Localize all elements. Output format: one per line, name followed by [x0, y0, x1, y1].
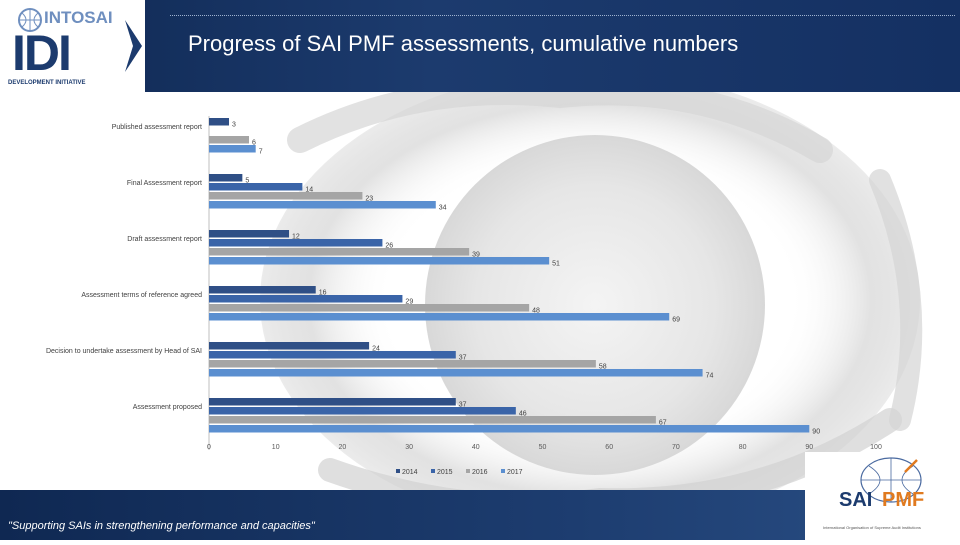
data-label: 26: [385, 243, 393, 250]
category-label: Assessment terms of reference agreed: [81, 292, 202, 299]
bar-2014: [209, 342, 370, 350]
data-label: 69: [672, 317, 680, 324]
category-label: Published assessment report: [112, 124, 202, 131]
data-label: 6: [252, 140, 256, 147]
x-tick-labels: 0 10 20 30 40 50 60 70 80 90 100: [207, 444, 882, 451]
data-label: 74: [706, 373, 714, 380]
bar-2016: [209, 360, 596, 368]
data-label: 48: [532, 308, 540, 315]
bar-2015: [209, 183, 303, 191]
category-label: Draft assessment report: [127, 236, 202, 243]
x-tick-label: 0: [207, 444, 211, 451]
logo-caption: International Organisation of Supreme Au…: [823, 525, 921, 530]
sai-text: SAI: [839, 489, 873, 511]
bar-2016: [209, 416, 656, 424]
data-label: 29: [405, 299, 413, 306]
data-label: 12: [292, 234, 300, 241]
data-label: 46: [519, 411, 527, 418]
x-tick-label: 30: [405, 444, 413, 451]
legend-label: 2015: [437, 469, 453, 476]
data-label: 67: [659, 420, 667, 427]
bar-2015: [209, 295, 403, 303]
data-label: 90: [812, 429, 820, 436]
x-tick-label: 50: [539, 444, 547, 451]
x-tick-label: 10: [272, 444, 280, 451]
header-dotted-line: [170, 15, 955, 16]
x-tick-label: 20: [339, 444, 347, 451]
data-label: 34: [439, 205, 447, 212]
data-label: 51: [552, 261, 560, 268]
bar-2016: [209, 136, 250, 144]
x-tick-label: 80: [739, 444, 747, 451]
bar-2015: [209, 239, 383, 247]
data-label: 24: [372, 346, 380, 353]
category-label: Decision to undertake assessment by Head…: [46, 348, 202, 355]
x-tick-label: 100: [870, 444, 882, 451]
bar-2017: [209, 313, 670, 321]
value-labels: 3 67 5 14 23 34 12 26 39 51 16 29 48 69 24 37 58 74 37 46 67…: [232, 122, 820, 436]
category-labels: Published assessment report Final Assessm…: [46, 124, 202, 411]
data-label: 16: [319, 290, 327, 297]
chart-legend: 2014 2015 2016 2017: [396, 469, 523, 476]
bar-2014: [209, 118, 230, 126]
bar-2014: [209, 230, 290, 238]
category-label: Final Assessment report: [127, 180, 202, 187]
x-tick-label: 90: [805, 444, 813, 451]
chevron-icon: [125, 20, 142, 72]
logo-panel: INTOSAI IDI DEVELOPMENT INITIATIVE: [0, 0, 145, 92]
x-tick-label: 60: [605, 444, 613, 451]
data-label: 7: [259, 149, 263, 156]
bar-2017: [209, 425, 810, 433]
logo-main-text: IDI: [12, 25, 72, 81]
legend-label: 2016: [472, 469, 488, 476]
bar-2014: [209, 286, 316, 294]
bar-2017: [209, 145, 256, 153]
logo-sub-text: DEVELOPMENT INITIATIVE: [8, 80, 86, 86]
x-tick-label: 40: [472, 444, 480, 451]
bar-2015: [209, 351, 456, 359]
data-label: 37: [459, 355, 467, 362]
bar-2017: [209, 257, 550, 265]
data-label: 23: [365, 196, 373, 203]
legend-swatch-2014: [396, 469, 400, 473]
sai-pmf-logo: [860, 457, 922, 503]
legend-swatch-2017: [501, 469, 505, 473]
slide-footer: [0, 490, 960, 540]
logo-top-text: INTOSAI: [44, 8, 113, 27]
slogan-text: "Supporting SAIs in strengthening perfor…: [8, 520, 315, 532]
bar-2017: [209, 369, 703, 377]
bar-2016: [209, 304, 530, 312]
data-label: 37: [459, 402, 467, 409]
sai-pmf-logo-panel: SAI PMF International Organisation of Su…: [805, 452, 960, 540]
bars: [209, 118, 810, 433]
idi-logo: [18, 8, 142, 72]
bar-2014: [209, 174, 243, 182]
data-label: 3: [232, 122, 236, 129]
legend-label: 2017: [507, 469, 523, 476]
bar-2016: [209, 192, 363, 200]
data-label: 14: [305, 187, 313, 194]
page-title: Progress of SAI PMF assessments, cumulat…: [188, 31, 739, 56]
data-label: 5: [245, 178, 249, 185]
bar-2015: [209, 407, 516, 415]
legend-label: 2014: [402, 469, 418, 476]
legend-swatch-2016: [466, 469, 470, 473]
bar-2016: [209, 248, 470, 256]
bar-2017: [209, 201, 436, 209]
bar-2014: [209, 398, 456, 406]
legend-swatch-2015: [431, 469, 435, 473]
pmf-text: PMF: [882, 489, 925, 511]
x-tick-label: 70: [672, 444, 680, 451]
data-label: 39: [472, 252, 480, 259]
category-label: Assessment proposed: [133, 404, 202, 411]
data-label: 58: [599, 364, 607, 371]
